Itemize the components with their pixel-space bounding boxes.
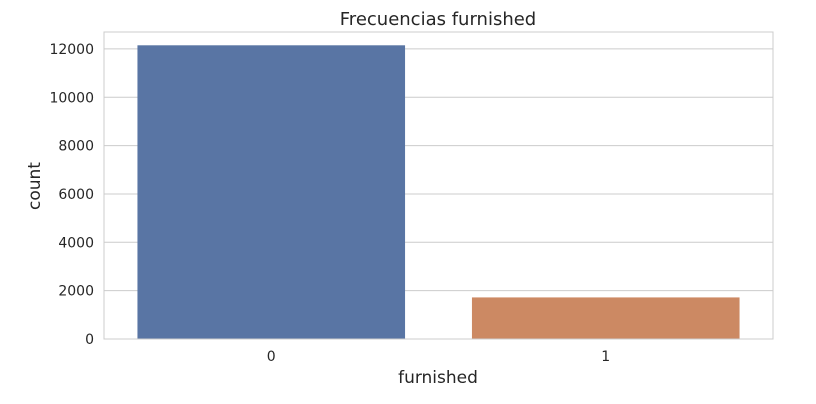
x-tick-label: 1 — [601, 349, 610, 365]
chart-title: Frecuencias furnished — [340, 9, 536, 30]
y-tick-label: 2000 — [58, 284, 94, 300]
y-tick-label: 6000 — [58, 187, 94, 203]
y-tick-label: 4000 — [58, 235, 94, 251]
y-tick-label: 10000 — [49, 90, 94, 106]
plot-frame — [103, 31, 774, 340]
y-axis-label: count — [25, 162, 45, 210]
bars — [137, 45, 740, 339]
x-axis-label: furnished — [398, 368, 478, 388]
bar-0 — [137, 45, 406, 339]
y-tick-label: 0 — [85, 332, 94, 348]
y-axis-ticks: 0 2000 4000 6000 8000 10000 12000 — [49, 42, 94, 348]
x-tick-label: 0 — [267, 349, 276, 365]
y-tick-label: 8000 — [58, 139, 94, 155]
bar-1 — [471, 297, 740, 339]
y-tick-label: 12000 — [49, 42, 94, 58]
